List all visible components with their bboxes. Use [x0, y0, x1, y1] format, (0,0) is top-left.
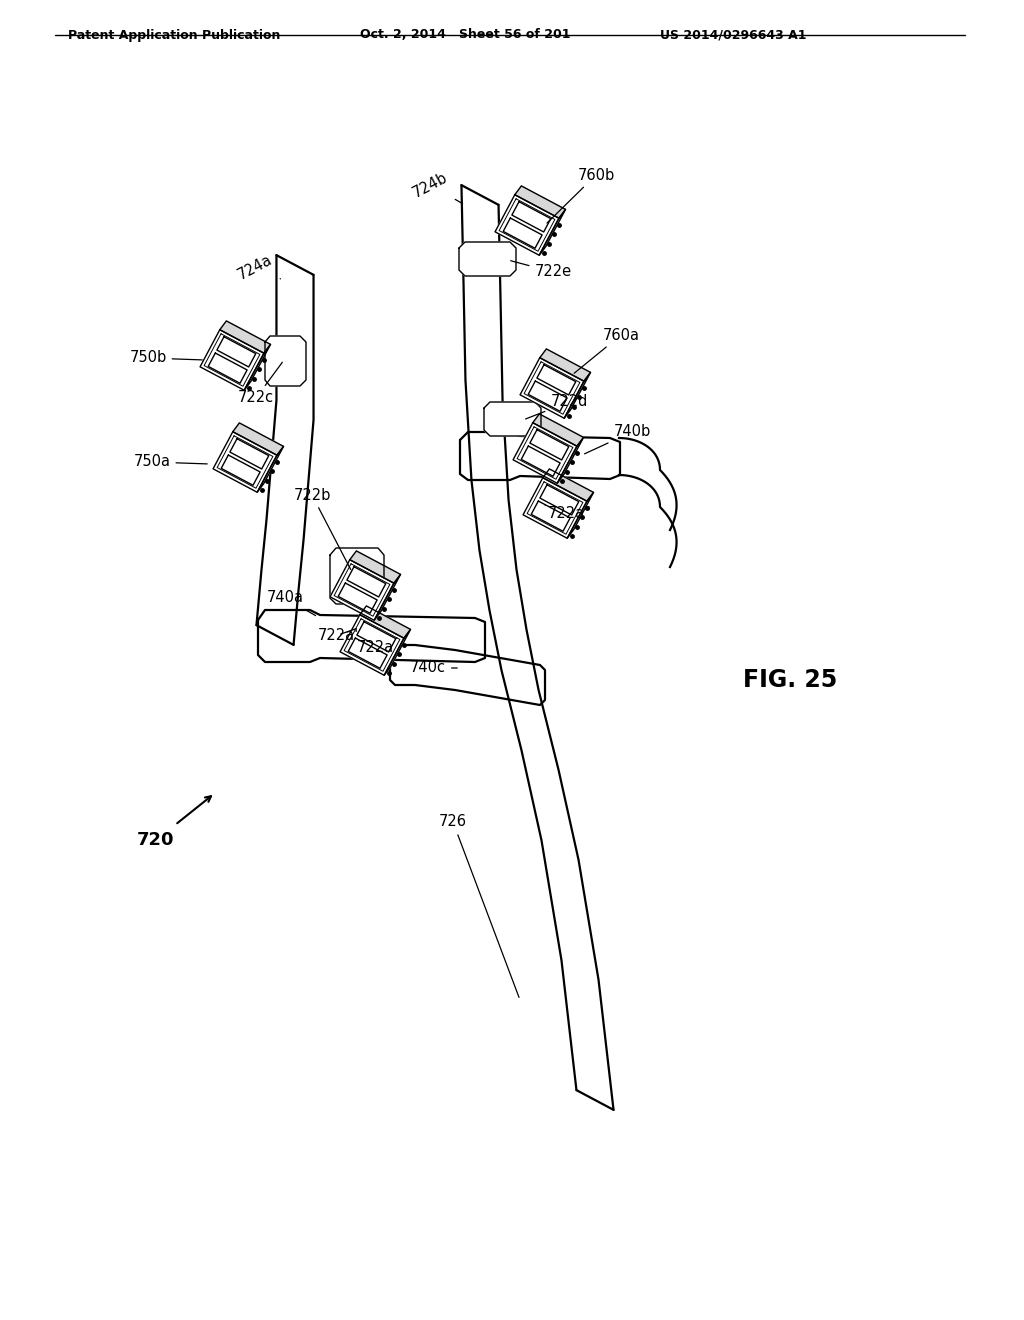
- Text: 724b: 724b: [410, 170, 463, 203]
- Polygon shape: [256, 255, 313, 645]
- Text: 760a: 760a: [574, 327, 640, 374]
- Polygon shape: [374, 574, 400, 620]
- Text: 720: 720: [136, 832, 174, 849]
- Polygon shape: [564, 372, 591, 418]
- Polygon shape: [330, 560, 394, 620]
- Polygon shape: [390, 645, 545, 705]
- Polygon shape: [462, 185, 613, 1110]
- Polygon shape: [265, 337, 306, 385]
- Text: 724a: 724a: [236, 252, 281, 282]
- Text: 740b: 740b: [585, 425, 650, 454]
- Text: 740a: 740a: [266, 590, 315, 615]
- Text: 750a: 750a: [133, 454, 207, 470]
- Polygon shape: [543, 469, 594, 502]
- Text: 722a': 722a': [317, 627, 358, 643]
- Polygon shape: [557, 437, 584, 483]
- Polygon shape: [532, 414, 584, 446]
- Polygon shape: [350, 550, 400, 583]
- Text: 750b: 750b: [129, 351, 202, 366]
- Polygon shape: [460, 432, 620, 480]
- Text: 722d: 722d: [525, 395, 588, 418]
- Polygon shape: [359, 606, 411, 638]
- Polygon shape: [495, 195, 559, 255]
- Polygon shape: [515, 186, 565, 218]
- Polygon shape: [232, 422, 284, 455]
- Text: FIG. 25: FIG. 25: [742, 668, 838, 692]
- Polygon shape: [244, 345, 270, 391]
- Polygon shape: [200, 330, 264, 391]
- Polygon shape: [513, 422, 577, 483]
- Text: 726: 726: [439, 814, 519, 998]
- Text: 722e: 722e: [511, 261, 571, 280]
- Text: Oct. 2, 2014   Sheet 56 of 201: Oct. 2, 2014 Sheet 56 of 201: [360, 29, 570, 41]
- Polygon shape: [520, 358, 584, 418]
- Text: 740c: 740c: [410, 660, 458, 676]
- Polygon shape: [213, 432, 276, 492]
- Polygon shape: [523, 478, 587, 539]
- Text: 722a: 722a: [356, 638, 397, 656]
- Text: Patent Application Publication: Patent Application Publication: [68, 29, 281, 41]
- Text: US 2014/0296643 A1: US 2014/0296643 A1: [660, 29, 807, 41]
- Polygon shape: [540, 348, 591, 381]
- Text: 722c: 722c: [238, 362, 283, 405]
- Polygon shape: [484, 403, 541, 436]
- Polygon shape: [459, 242, 516, 276]
- Polygon shape: [567, 492, 594, 539]
- Text: 722a": 722a": [545, 506, 592, 521]
- Polygon shape: [340, 615, 403, 676]
- Polygon shape: [220, 321, 270, 354]
- Polygon shape: [330, 548, 384, 605]
- Text: 760b: 760b: [547, 168, 614, 223]
- Polygon shape: [540, 210, 565, 255]
- Polygon shape: [257, 446, 284, 492]
- Polygon shape: [258, 610, 485, 663]
- Text: 722b: 722b: [293, 487, 350, 569]
- Polygon shape: [384, 630, 411, 676]
